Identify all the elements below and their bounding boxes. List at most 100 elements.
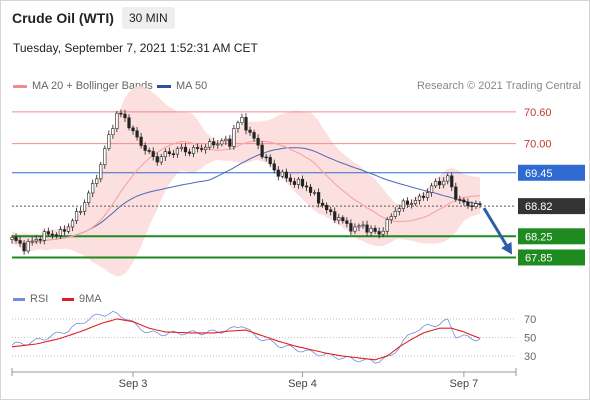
legend-ma50-label: MA 50 — [176, 80, 208, 92]
pivot-tag — [518, 164, 585, 181]
candle-body — [248, 129, 252, 133]
candle-body — [401, 200, 405, 209]
candle-body — [200, 148, 204, 150]
candle-body — [417, 195, 422, 201]
candle-body — [442, 180, 446, 186]
candle-body — [195, 147, 200, 149]
candle-body — [425, 192, 430, 198]
candle-body — [127, 117, 131, 129]
resistance-1-label: 70.00 — [524, 139, 552, 151]
x-tick-label: Sep 3 — [119, 378, 148, 390]
candle-body — [151, 151, 155, 157]
candle-body — [260, 144, 264, 158]
candle-body — [244, 117, 248, 131]
candle-body — [256, 138, 260, 146]
candle-body — [240, 117, 244, 124]
x-tick-label: Sep 4 — [288, 378, 317, 390]
candle-body — [167, 151, 171, 154]
timeframe-button[interactable]: 30 MIN — [122, 7, 175, 29]
candle-body — [434, 181, 438, 187]
candle-body — [216, 143, 220, 146]
candle-body — [397, 208, 401, 212]
timestamp: Tuesday, September 7, 2021 1:52:31 AM CE… — [13, 41, 258, 55]
candle-body — [50, 233, 54, 236]
candle-body — [131, 127, 135, 132]
rsi-line — [11, 310, 481, 364]
candle-body — [345, 220, 349, 224]
candle-body — [91, 183, 95, 194]
candle-body — [458, 199, 462, 201]
candle-body — [159, 156, 163, 163]
candle-body — [317, 192, 321, 204]
legend-rsi-label: RSI — [30, 293, 49, 305]
legend-9ma-label: 9MA — [79, 293, 102, 305]
candle-body — [191, 147, 196, 154]
ma9-swatch — [62, 297, 74, 301]
credit-text: Research © 2021 Trading Central — [416, 80, 581, 92]
candle-body — [276, 169, 280, 177]
legend-ma20-label: MA 20 + Bollinger Bands — [32, 80, 153, 92]
candle-body — [413, 200, 418, 204]
candle-body — [70, 220, 75, 228]
candle-body — [135, 130, 139, 138]
candle-body — [389, 216, 393, 220]
candle-body — [333, 211, 337, 221]
candle-body — [321, 202, 325, 206]
candle-body — [147, 150, 151, 152]
candle-body — [171, 153, 175, 155]
candle-body — [38, 238, 42, 241]
candle-body — [83, 202, 87, 212]
candle-body — [353, 226, 357, 232]
candle-body — [26, 241, 30, 252]
candle-body — [14, 237, 18, 241]
resistance-2-label: 70.60 — [524, 107, 552, 119]
candle-body — [155, 156, 159, 163]
bollinger-band — [12, 86, 480, 277]
candle-body — [18, 240, 22, 244]
rsi-tick-50: 50 — [524, 333, 536, 345]
candle-body — [99, 164, 103, 180]
candle-body — [220, 140, 224, 145]
rsi-9ma-line — [11, 318, 481, 361]
rsi-swatch — [13, 297, 25, 301]
candle-body — [143, 145, 147, 151]
candle-body — [377, 231, 381, 235]
candle-body — [438, 181, 442, 186]
candle-body — [232, 128, 236, 147]
candle-body — [62, 229, 67, 232]
candle-body — [236, 122, 240, 129]
candle-body — [103, 148, 107, 165]
candle-body — [139, 136, 143, 146]
candle-body — [179, 146, 184, 149]
candle-body — [329, 209, 333, 212]
candle-body — [284, 171, 288, 179]
ma20-line — [11, 140, 481, 244]
legend-9ma: 9MA — [62, 293, 102, 305]
candle-body — [470, 205, 474, 207]
legend-rsi: RSI — [13, 293, 48, 305]
candle-body — [381, 230, 385, 235]
candle-body — [95, 178, 99, 184]
candle-body — [462, 199, 466, 203]
candle-body — [264, 156, 268, 159]
candle-body — [34, 238, 38, 242]
candle-body — [429, 185, 434, 193]
candle-body — [163, 151, 167, 158]
support-1-tag — [518, 228, 585, 245]
candle-body — [30, 240, 34, 243]
candle-body — [300, 178, 305, 187]
candle-body — [46, 231, 50, 235]
rsi-tick-70: 70 — [524, 314, 536, 326]
candle-body — [446, 175, 450, 182]
candle-body — [296, 178, 301, 185]
candle-body — [183, 146, 188, 153]
candle-body — [405, 200, 409, 205]
candle-body — [280, 171, 284, 177]
candle-body — [208, 141, 212, 148]
candle-body — [466, 201, 470, 206]
candle-body — [187, 151, 192, 154]
candle-body — [123, 113, 127, 119]
candle-body — [228, 138, 232, 147]
support-1-label: 68.25 — [525, 231, 553, 243]
